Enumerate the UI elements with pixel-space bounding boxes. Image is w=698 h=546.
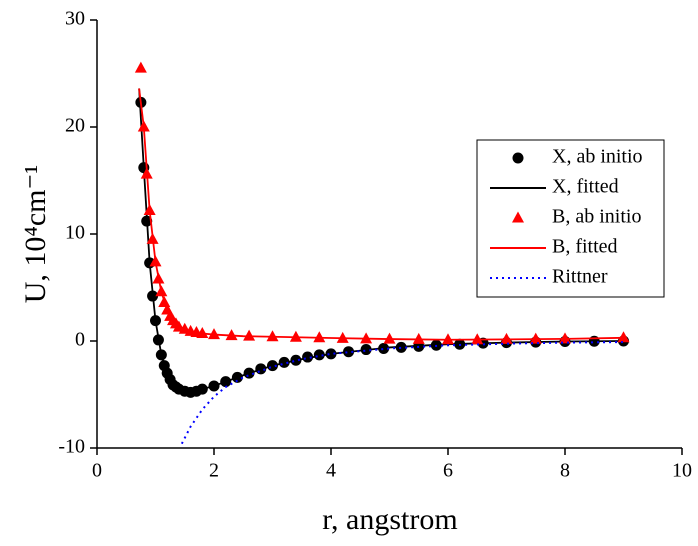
series-line (138, 88, 624, 394)
legend-label: B, fitted (552, 236, 618, 258)
point (196, 327, 209, 339)
point (302, 351, 314, 363)
y-tick-label: 20 (65, 115, 85, 137)
x-tick-label: 6 (443, 460, 453, 482)
series-line (180, 341, 624, 445)
point (442, 333, 454, 345)
y-tick-label: 0 (75, 329, 85, 351)
legend-box (476, 139, 665, 298)
point (383, 332, 396, 344)
point (412, 332, 425, 344)
legend-marker (512, 211, 524, 223)
point (208, 328, 220, 340)
point (134, 61, 147, 73)
legend-label: X, ab initio (552, 146, 643, 168)
y-tick-label: 10 (65, 222, 85, 244)
x-tick-label: 10 (672, 460, 692, 482)
y-tick-label: -10 (58, 436, 85, 458)
point (617, 331, 630, 343)
legend-label: X, fitted (552, 176, 619, 198)
x-tick-label: 8 (560, 460, 570, 482)
x-tick-label: 2 (209, 460, 219, 482)
series-line (138, 88, 624, 341)
point (500, 332, 513, 344)
x-tick-label: 4 (326, 460, 336, 482)
point (266, 330, 279, 342)
point (313, 331, 326, 343)
y-tick-label: 30 (65, 8, 85, 30)
point (313, 349, 325, 361)
legend-label: B, ab initio (552, 206, 641, 228)
point (529, 332, 542, 344)
legend-marker (512, 152, 524, 164)
point (243, 329, 256, 341)
x-axis-label: r, angstrom (322, 503, 457, 536)
legend-label: Rittner (552, 266, 608, 288)
point (559, 332, 571, 344)
x-tick-label: 0 (92, 460, 102, 482)
y-axis-label: U, 10⁴cm⁻¹ (19, 165, 52, 304)
point (289, 330, 302, 342)
